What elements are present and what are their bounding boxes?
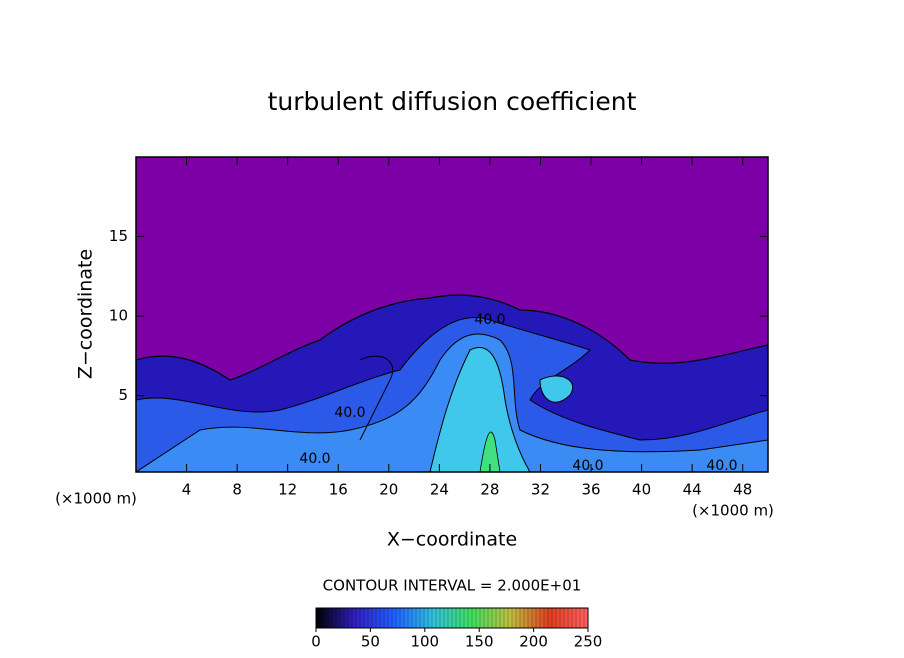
colorbar-tick-label: 250 <box>574 633 603 651</box>
colorbar-tick-label: 200 <box>519 633 548 651</box>
x-axis-title: X−coordinate <box>387 529 517 551</box>
contour-label: 40.0 <box>474 312 505 328</box>
contour-interval: CONTOUR INTERVAL = 2.000E+01 <box>323 577 582 595</box>
y-tick-label: 15 <box>109 227 128 245</box>
contour-label: 40.0 <box>706 458 737 474</box>
colorbar-tick-label: 150 <box>465 633 494 651</box>
colorbar-tick-label: 100 <box>410 633 439 651</box>
x-tick-label: 12 <box>278 481 297 499</box>
y-tick-label: 10 <box>109 307 128 325</box>
contour-label: 40.0 <box>334 405 365 421</box>
x-tick-label: 24 <box>430 481 449 499</box>
contour-label: 40.0 <box>572 458 603 474</box>
x-tick-label: 48 <box>733 481 752 499</box>
x-tick-label: 4 <box>182 481 192 499</box>
x-tick-label: 16 <box>329 481 348 499</box>
colorbar-tick-label: 50 <box>361 633 380 651</box>
x-unit-label: (×1000 m) <box>55 490 137 508</box>
x-tick-label: 44 <box>683 481 702 499</box>
x-tick-label: 8 <box>232 481 242 499</box>
y-axis-title: Z−coordinate <box>75 249 97 379</box>
x-tick-label: 36 <box>581 481 600 499</box>
x-tick-label: 28 <box>480 481 499 499</box>
y-tick-label: 5 <box>118 386 128 404</box>
colorbar-tick-label: 0 <box>311 633 321 651</box>
contour-label: 40.0 <box>299 451 330 467</box>
chart-title: turbulent diffusion coefficient <box>268 87 637 116</box>
plot-frame <box>135 156 769 473</box>
field <box>136 294 768 472</box>
x-tick-label: 40 <box>632 481 651 499</box>
x-tick-label: 20 <box>379 481 398 499</box>
x-unit-label: (×1000 m) <box>692 502 774 520</box>
x-tick-label: 32 <box>531 481 550 499</box>
